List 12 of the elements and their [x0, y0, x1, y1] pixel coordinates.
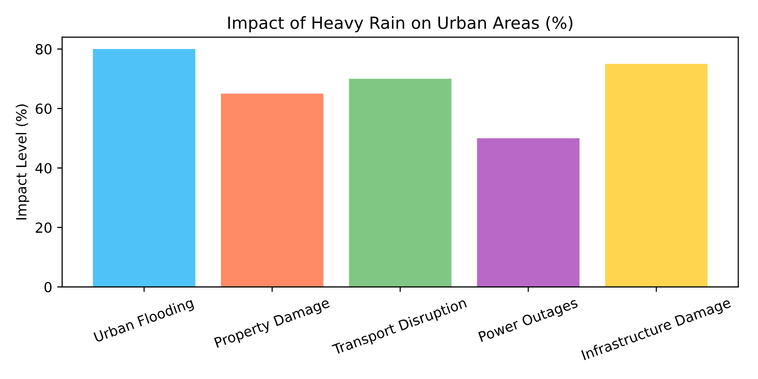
bar	[220, 94, 324, 287]
bar	[605, 64, 708, 287]
bar	[349, 78, 452, 287]
chart-title: Impact of Heavy Rain on Urban Areas (%)	[228, 16, 572, 32]
y-tick-label: 60	[36, 103, 52, 114]
y-tick-label: 20	[36, 222, 52, 233]
y-tick-label: 80	[36, 44, 52, 55]
y-tick-label: 40	[35, 162, 52, 174]
y-axis-title: Impact Level (%)	[16, 104, 30, 220]
bar	[92, 49, 196, 287]
y-tick-label: 0	[44, 282, 52, 292]
bar	[477, 138, 580, 287]
